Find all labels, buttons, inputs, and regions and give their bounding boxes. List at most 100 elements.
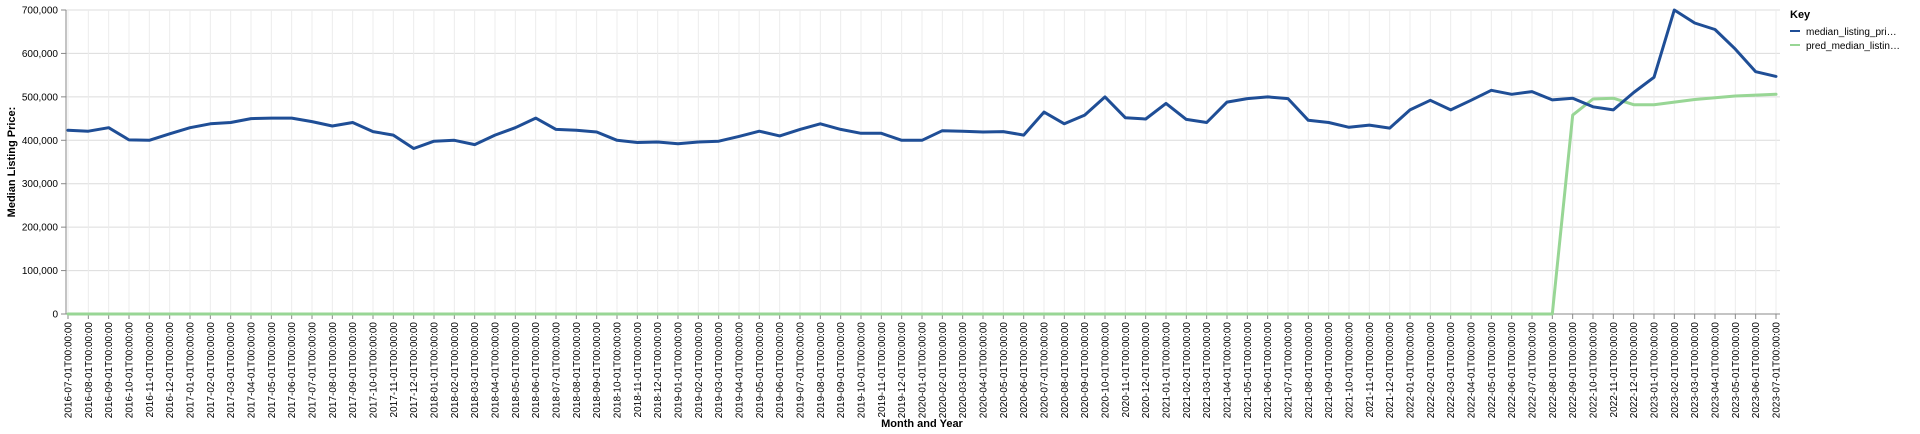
x-tick-label: 2017-06-01T00:00:00 <box>287 322 298 419</box>
x-tick-label: 2020-06-01T00:00:00 <box>1019 322 1030 419</box>
x-tick-label: 2022-05-01T00:00:00 <box>1487 322 1498 419</box>
y-tick-label: 200,000 <box>22 223 59 234</box>
x-tick-label: 2019-10-01T00:00:00 <box>857 322 868 419</box>
legend-label-median-listing-price: median_listing_pri… <box>1806 27 1897 38</box>
x-tick-label: 2018-08-01T00:00:00 <box>572 322 583 419</box>
x-tick-label: 2020-11-01T00:00:00 <box>1121 322 1132 418</box>
y-tick-label: 300,000 <box>22 179 59 190</box>
x-tick-label: 2022-10-01T00:00:00 <box>1589 322 1600 419</box>
x-tick-label: 2017-04-01T00:00:00 <box>247 322 258 419</box>
x-tick-label: 2020-09-01T00:00:00 <box>1080 322 1091 419</box>
y-tick-label: 700,000 <box>22 6 59 17</box>
x-tick-label: 2019-02-01T00:00:00 <box>694 322 705 419</box>
x-tick-label: 2019-07-01T00:00:00 <box>796 322 807 419</box>
y-axis-title: Median Listing Price: <box>6 107 18 218</box>
x-tick-label: 2019-08-01T00:00:00 <box>816 322 827 419</box>
x-tick-label: 2023-06-01T00:00:00 <box>1751 322 1762 419</box>
x-tick-label: 2021-11-01T00:00:00 <box>1365 322 1376 418</box>
x-tick-label: 2019-01-01T00:00:00 <box>674 322 685 419</box>
x-tick-label: 2022-12-01T00:00:00 <box>1629 322 1640 419</box>
x-tick-label: 2023-01-01T00:00:00 <box>1650 322 1661 419</box>
x-tick-label: 2019-03-01T00:00:00 <box>714 322 725 419</box>
series-pred-median-listing-price-line <box>66 92 1778 316</box>
x-tick-label: 2021-04-01T00:00:00 <box>1223 322 1234 419</box>
x-tick-label: 2022-09-01T00:00:00 <box>1568 322 1579 419</box>
x-tick-label: 2020-08-01T00:00:00 <box>1060 322 1071 419</box>
x-tick-label: 2021-06-01T00:00:00 <box>1263 322 1274 419</box>
x-tick-label: 2023-03-01T00:00:00 <box>1690 322 1701 419</box>
x-tick-label: 2022-01-01T00:00:00 <box>1406 322 1417 419</box>
x-tick-label: 2020-07-01T00:00:00 <box>1040 322 1051 419</box>
x-tick-label: 2018-06-01T00:00:00 <box>531 322 542 419</box>
x-tick-label: 2021-10-01T00:00:00 <box>1345 322 1356 419</box>
x-axis: 2016-07-01T00:00:00 2016-08-01T00:00:00 20… <box>64 313 1783 419</box>
x-tick-label: 2022-11-01T00:00:00 <box>1609 322 1620 418</box>
x-tick-label: 2020-03-01T00:00:00 <box>958 322 969 419</box>
x-tick-label: 2017-02-01T00:00:00 <box>206 322 217 419</box>
x-tick-label: 2021-02-01T00:00:00 <box>1182 322 1193 419</box>
y-tick-label: 0 <box>52 310 58 321</box>
x-tick-label: 2016-10-01T00:00:00 <box>125 322 136 419</box>
x-tick-label: 2022-02-01T00:00:00 <box>1426 322 1437 419</box>
x-tick-label: 2019-04-01T00:00:00 <box>735 322 746 419</box>
x-tick-label: 2023-07-01T00:00:00 <box>1772 322 1783 419</box>
x-tick-label: 2018-04-01T00:00:00 <box>491 322 502 419</box>
x-tick-label: 2021-07-01T00:00:00 <box>1284 322 1295 419</box>
grid-lines <box>66 9 1780 315</box>
x-tick-label: 2019-12-01T00:00:00 <box>897 322 908 419</box>
x-tick-label: 2020-12-01T00:00:00 <box>1141 322 1152 419</box>
x-tick-label: 2018-02-01T00:00:00 <box>450 322 461 419</box>
x-tick-label: 2018-05-01T00:00:00 <box>511 322 522 419</box>
x-tick-label: 2022-08-01T00:00:00 <box>1548 322 1559 419</box>
x-tick-label: 2021-03-01T00:00:00 <box>1202 322 1213 419</box>
x-tick-label: 2018-11-01T00:00:00 <box>633 322 644 418</box>
x-tick-label: 2018-03-01T00:00:00 <box>470 322 481 419</box>
x-tick-label: 2017-12-01T00:00:00 <box>409 322 420 419</box>
x-tick-label: 2017-05-01T00:00:00 <box>267 322 278 419</box>
x-tick-label: 2022-06-01T00:00:00 <box>1507 322 1518 419</box>
x-tick-label: 2016-12-01T00:00:00 <box>165 322 176 419</box>
x-tick-label: 2016-09-01T00:00:00 <box>104 322 115 419</box>
x-tick-label: 2016-07-01T00:00:00 <box>64 322 75 419</box>
x-tick-label: 2017-08-01T00:00:00 <box>328 322 339 419</box>
x-tick-label: 2021-01-01T00:00:00 <box>1162 322 1173 419</box>
x-tick-label: 2018-01-01T00:00:00 <box>430 322 441 419</box>
x-axis-title: Month and Year <box>881 418 963 430</box>
y-tick-label: 100,000 <box>22 266 59 277</box>
x-tick-label: 2021-08-01T00:00:00 <box>1304 322 1315 419</box>
x-tick-label: 2017-10-01T00:00:00 <box>369 322 380 419</box>
x-tick-label: 2017-03-01T00:00:00 <box>226 322 237 419</box>
x-tick-label: 2023-04-01T00:00:00 <box>1711 322 1722 419</box>
x-tick-label: 2019-09-01T00:00:00 <box>836 322 847 419</box>
x-tick-label: 2021-09-01T00:00:00 <box>1324 322 1335 419</box>
legend-title: Key <box>1790 9 1811 21</box>
x-tick-label: 2021-12-01T00:00:00 <box>1385 322 1396 419</box>
x-tick-label: 2016-11-01T00:00:00 <box>145 322 156 418</box>
x-tick-label: 2020-04-01T00:00:00 <box>979 322 990 419</box>
x-tick-label: 2019-11-01T00:00:00 <box>877 322 888 418</box>
x-tick-label: 2018-10-01T00:00:00 <box>613 322 624 419</box>
x-tick-label: 2021-05-01T00:00:00 <box>1243 322 1254 419</box>
x-tick-label: 2017-01-01T00:00:00 <box>186 322 197 419</box>
x-tick-label: 2022-04-01T00:00:00 <box>1467 322 1478 419</box>
x-tick-label: 2020-02-01T00:00:00 <box>938 322 949 419</box>
x-tick-label: 2018-09-01T00:00:00 <box>592 322 603 419</box>
x-tick-label: 2020-10-01T00:00:00 <box>1101 322 1112 419</box>
legend-label-pred-median-listing-price: pred_median_listin… <box>1806 41 1900 52</box>
y-axis: 0 100,000 200,000 300,000 400,000 500,000 600,… <box>22 6 67 321</box>
x-tick-label: 2017-11-01T00:00:00 <box>389 322 400 418</box>
x-tick-label: 2017-07-01T00:00:00 <box>308 322 319 419</box>
x-tick-label: 2019-06-01T00:00:00 <box>775 322 786 419</box>
x-tick-label: 2016-08-01T00:00:00 <box>84 322 95 419</box>
x-tick-label: 2023-02-01T00:00:00 <box>1670 322 1681 419</box>
x-tick-label: 2022-07-01T00:00:00 <box>1528 322 1539 419</box>
series-lines <box>66 8 1778 316</box>
x-tick-label: 2020-05-01T00:00:00 <box>999 322 1010 419</box>
x-tick-label: 2023-05-01T00:00:00 <box>1731 322 1742 419</box>
x-tick-label: 2018-12-01T00:00:00 <box>653 322 664 419</box>
x-tick-label: 2017-09-01T00:00:00 <box>348 322 359 419</box>
x-tick-label: 2020-01-01T00:00:00 <box>918 322 929 419</box>
legend: Key median_listing_pri… pred_median_list… <box>1790 9 1900 52</box>
x-tick-label: 2019-05-01T00:00:00 <box>755 322 766 419</box>
